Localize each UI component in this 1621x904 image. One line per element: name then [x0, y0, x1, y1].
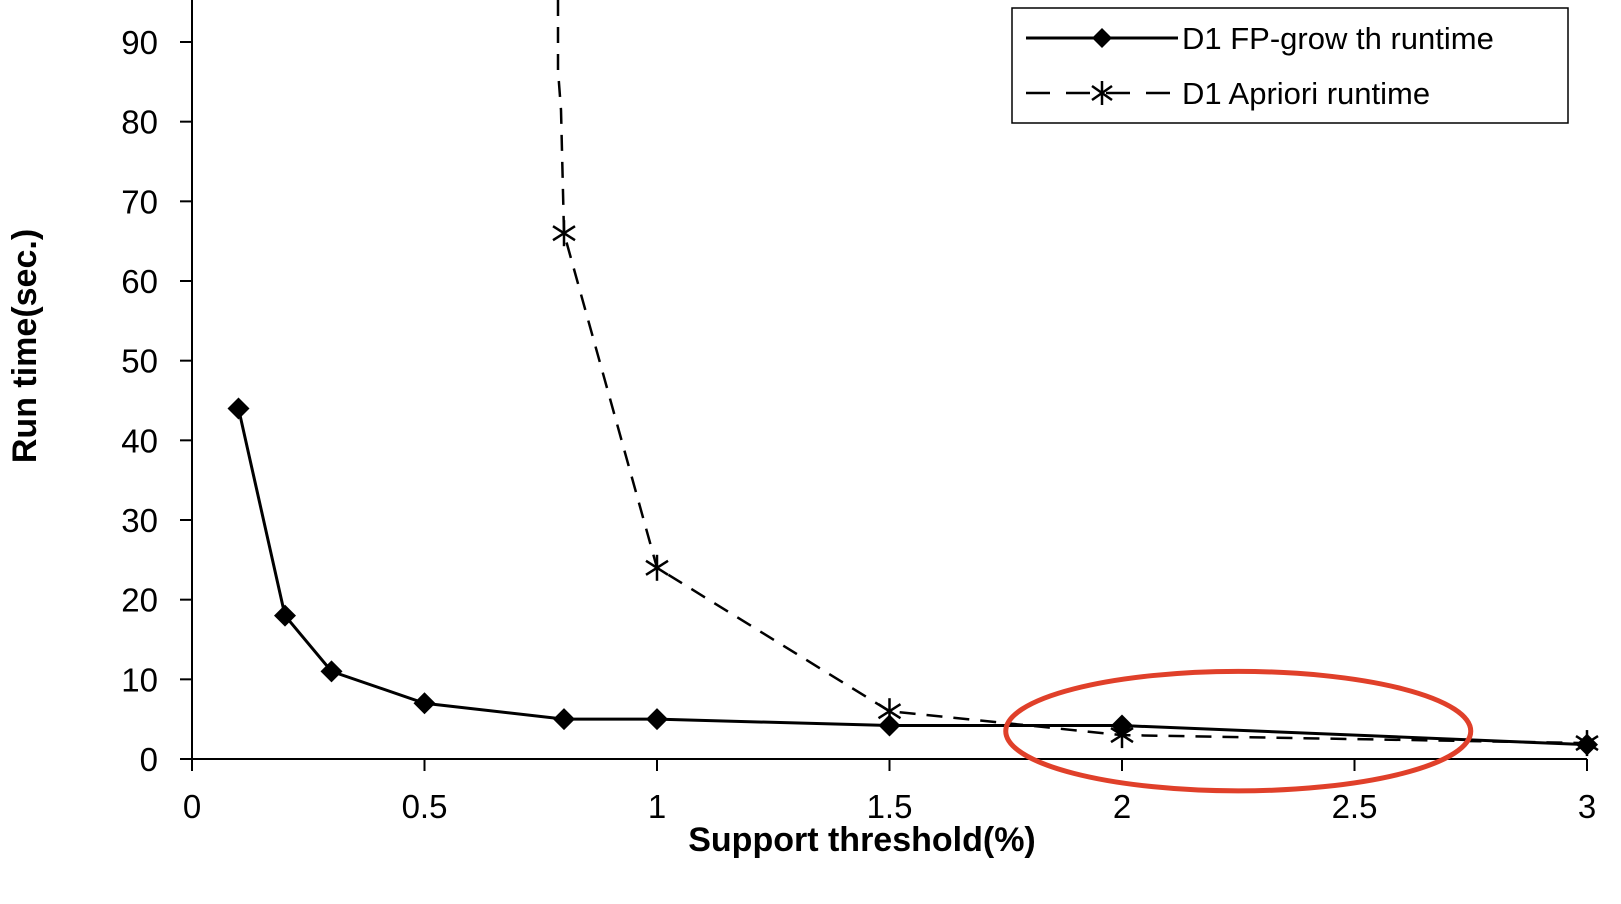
x-ticks: 0 0.5 1 1.5 2 2.5 3: [183, 759, 1596, 825]
x-tick-label: 0: [183, 788, 201, 825]
data-point-fp-growth: [553, 708, 575, 731]
y-tick-label: 0: [140, 741, 158, 778]
y-axis: 0 10 20 30 40 50 60 70 80 90: [121, 0, 193, 778]
y-tick-label: 90: [121, 24, 158, 61]
legend-diamond-marker: [1092, 28, 1112, 48]
y-tick-label: 30: [121, 502, 158, 539]
x-tick-label: 1: [648, 788, 666, 825]
annotation-layer: [1003, 668, 1474, 794]
legend-label-apriori: D1 Apriori runtime: [1182, 76, 1430, 111]
x-tick-label: 2: [1113, 788, 1131, 825]
x-axis-title: Support threshold(%): [688, 821, 1036, 859]
x-tick-label: 2.5: [1332, 788, 1378, 825]
y-tick-label: 80: [121, 104, 158, 141]
data-point-fp-growth: [413, 692, 436, 715]
data-point-apriori: [1575, 730, 1599, 757]
data-point-apriori: [645, 554, 669, 581]
data-point-fp-growth: [646, 708, 668, 731]
legend-item-fp-growth: D1 FP-grow th runtime: [1026, 21, 1494, 56]
y-tick-label: 70: [121, 183, 158, 220]
plot-area: [227, 0, 1599, 757]
x-tick-label: 1.5: [867, 788, 913, 825]
legend: D1 FP-grow th runtime D1 Apriori runtime: [1011, 7, 1569, 124]
legend-label-fp-growth: D1 FP-grow th runtime: [1182, 21, 1494, 56]
x-axis: 0 0.5 1 1.5 2 2.5 3: [183, 758, 1596, 825]
data-point-fp-growth: [274, 604, 296, 627]
x-tick-label: 3: [1578, 788, 1596, 825]
y-tick-label: 40: [121, 422, 158, 459]
y-axis-title: Run time(sec.): [6, 229, 44, 463]
y-tick-label: 10: [121, 661, 158, 698]
data-point-apriori: [552, 220, 576, 247]
series-line-apriori: [556, 0, 1588, 745]
legend-asterisk-marker: [1091, 81, 1113, 105]
legend-item-apriori: D1 Apriori runtime: [1026, 76, 1430, 111]
y-tick-label: 60: [121, 263, 158, 300]
series-line-fp-growth: [237, 408, 1588, 747]
data-point-apriori: [877, 698, 902, 725]
highlight-ellipse: [1003, 668, 1474, 794]
data-point-fp-growth: [320, 660, 343, 683]
data-point-apriori: [1110, 722, 1134, 749]
y-ticks: 0 10 20 30 40 50 60 70 80 90: [121, 24, 192, 778]
x-tick-label: 0.5: [402, 788, 448, 825]
data-point-fp-growth: [227, 397, 250, 420]
y-tick-label: 20: [121, 582, 158, 619]
data-point-fp-growth: [878, 714, 901, 737]
legend-box: [1011, 7, 1569, 124]
y-tick-label: 50: [121, 343, 158, 380]
